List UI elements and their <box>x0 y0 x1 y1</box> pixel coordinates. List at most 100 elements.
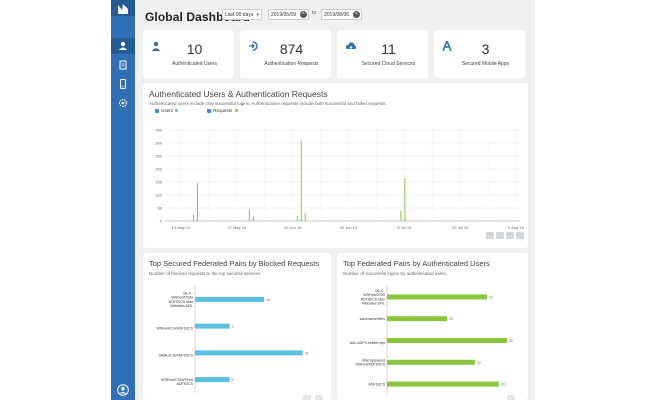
left-margin <box>0 0 111 400</box>
chart-bar <box>251 220 253 221</box>
x-tick-label: 27 May 19 <box>227 225 246 230</box>
users-dot <box>175 109 179 113</box>
bar-value-label: 28 <box>305 351 309 355</box>
nav-devices[interactable] <box>111 76 135 92</box>
stat-label: Authentication Requests <box>264 61 319 67</box>
chevron-down-icon: ▾ <box>256 12 259 18</box>
clear-date-from-icon[interactable]: × <box>300 11 307 18</box>
chart-bar <box>195 323 230 329</box>
app-icon <box>442 41 452 51</box>
main-content: Global Dashboard Last 90 days ▾ 2019/05/… <box>135 0 535 400</box>
device-icon <box>120 79 126 89</box>
date-to-input[interactable]: 2019/08/06 × <box>321 9 362 20</box>
bar-value-label: 28 <box>501 383 505 387</box>
stat-value: 3 <box>481 41 490 57</box>
date-to-label: to <box>312 10 317 16</box>
category-label: saml/sameSites <box>360 317 386 321</box>
app-logo[interactable] <box>111 0 135 16</box>
category-label: WSFed/ICS/WSFed <box>161 378 193 382</box>
legend-requests[interactable]: Requests <box>207 108 238 113</box>
user-avatar[interactable] <box>117 383 129 396</box>
checkbox-icon <box>207 108 211 113</box>
date-range-select[interactable]: Last 90 days ▾ <box>222 9 262 20</box>
chart-title: Top Secured Federated Pairs by Blocked R… <box>149 259 320 268</box>
date-from-input[interactable]: 2019/05/09 × <box>268 9 309 20</box>
pager-prev[interactable] <box>303 395 311 400</box>
pager-next[interactable] <box>315 395 323 400</box>
stat-card-requests[interactable]: 874 Authentication Requests <box>240 30 331 78</box>
stat-card-cloud[interactable]: 11 Secured Cloud Services <box>337 30 428 78</box>
clear-date-to-icon[interactable]: × <box>353 11 360 18</box>
category-label: WSFed/ICS/ADFS/ICS <box>156 327 193 331</box>
bar-value-label: 22 <box>477 361 481 365</box>
chart-bar <box>195 296 265 302</box>
chart-bar <box>300 140 302 221</box>
bar-chart-icon[interactable] <box>496 232 504 239</box>
stat-card-users[interactable]: 10 Authenticated Users <box>143 30 234 78</box>
gear-icon <box>118 98 128 108</box>
nav-settings[interactable] <box>111 95 135 111</box>
category-label: WSFed/OSKI <box>171 296 193 300</box>
line-chart-icon[interactable] <box>506 232 514 239</box>
y-tick-label: 0 <box>160 219 163 224</box>
legend-requests-label: Requests <box>213 108 233 113</box>
nav-reports[interactable] <box>111 57 135 73</box>
y-tick-label: 50 <box>158 206 163 211</box>
checkbox-icon <box>155 108 159 113</box>
stat-card-apps[interactable]: 3 Secured Mobile Apps <box>434 30 525 78</box>
chart-bar <box>304 213 306 221</box>
category-label: Websites URL <box>170 304 193 308</box>
y-tick-label: 150 <box>155 180 162 185</box>
category-label: oidc-ADFS-reader-sys <box>349 341 385 345</box>
requests-dot <box>234 109 238 113</box>
stat-label: Secured Cloud Services <box>361 61 416 67</box>
chart-bar <box>248 209 250 221</box>
users-chart-panel: Top Federated Pairs by Authenticated Use… <box>337 253 528 400</box>
category-label: ADFS/ICS Max <box>169 300 194 304</box>
bar-value-label: 25 <box>489 295 493 299</box>
chart-title: Top Federated Pairs by Authenticated Use… <box>343 259 490 268</box>
chart-bar <box>252 216 254 221</box>
category-label: SAML/ICS/ADFS/ICS <box>159 353 194 357</box>
legend-users-label: Users <box>161 108 174 113</box>
chart-bar <box>296 215 298 221</box>
chart-type-toolbar <box>484 226 524 244</box>
bar-value-label: 18 <box>266 298 270 302</box>
y-tick-label: 100 <box>155 193 162 198</box>
category-label: ADFS/ICS <box>368 382 385 386</box>
bar-value-label: 30 <box>509 339 513 343</box>
cloud-icon <box>345 42 357 51</box>
x-tick-label: 5 Aug 19 <box>508 225 525 230</box>
auth-chart-panel: Authenticated Users & Authentication Req… <box>143 83 528 248</box>
chart-bar <box>197 183 199 221</box>
avatar-icon <box>117 384 129 396</box>
bar-value-label: 9 <box>232 325 234 329</box>
category-label: WSFed/OSKI <box>363 293 385 297</box>
nav-users[interactable] <box>111 38 135 54</box>
auth-chart-svg: 0 50 100 150 200 250 300 350 13 May 19 27 May 19 1… <box>155 128 525 231</box>
chart-bar <box>400 210 402 221</box>
chart-subtitle: Number of blocked requests to the top se… <box>149 271 262 276</box>
chart-bar <box>193 214 195 221</box>
chart-title: Authenticated Users & Authentication Req… <box>149 89 328 99</box>
chart-bar <box>387 359 475 365</box>
category-label: ADFS/ICS <box>176 382 193 386</box>
legend-users[interactable]: Users <box>155 108 179 113</box>
chart-bar <box>387 381 499 387</box>
x-tick-label: 13 May 19 <box>172 225 191 230</box>
y-tick-label: 300 <box>155 141 162 146</box>
y-tick-label: 350 <box>155 128 162 133</box>
right-margin <box>535 0 670 400</box>
stat-label: Secured Mobile Apps <box>461 61 510 67</box>
blocked-chart-panel: Top Secured Federated Pairs by Blocked R… <box>143 253 331 400</box>
date-from-value: 2019/05/09 <box>271 12 297 18</box>
category-label: WSFed/ADFS/ICS <box>355 363 385 367</box>
area-chart-icon[interactable] <box>486 232 494 239</box>
chart-bar <box>387 316 447 322</box>
table-icon[interactable] <box>516 232 524 239</box>
bar-value-label: 15 <box>449 317 453 321</box>
stat-value: 10 <box>186 41 203 57</box>
document-icon <box>119 60 127 70</box>
chart-bar <box>195 350 303 356</box>
pager-next[interactable] <box>507 395 515 400</box>
